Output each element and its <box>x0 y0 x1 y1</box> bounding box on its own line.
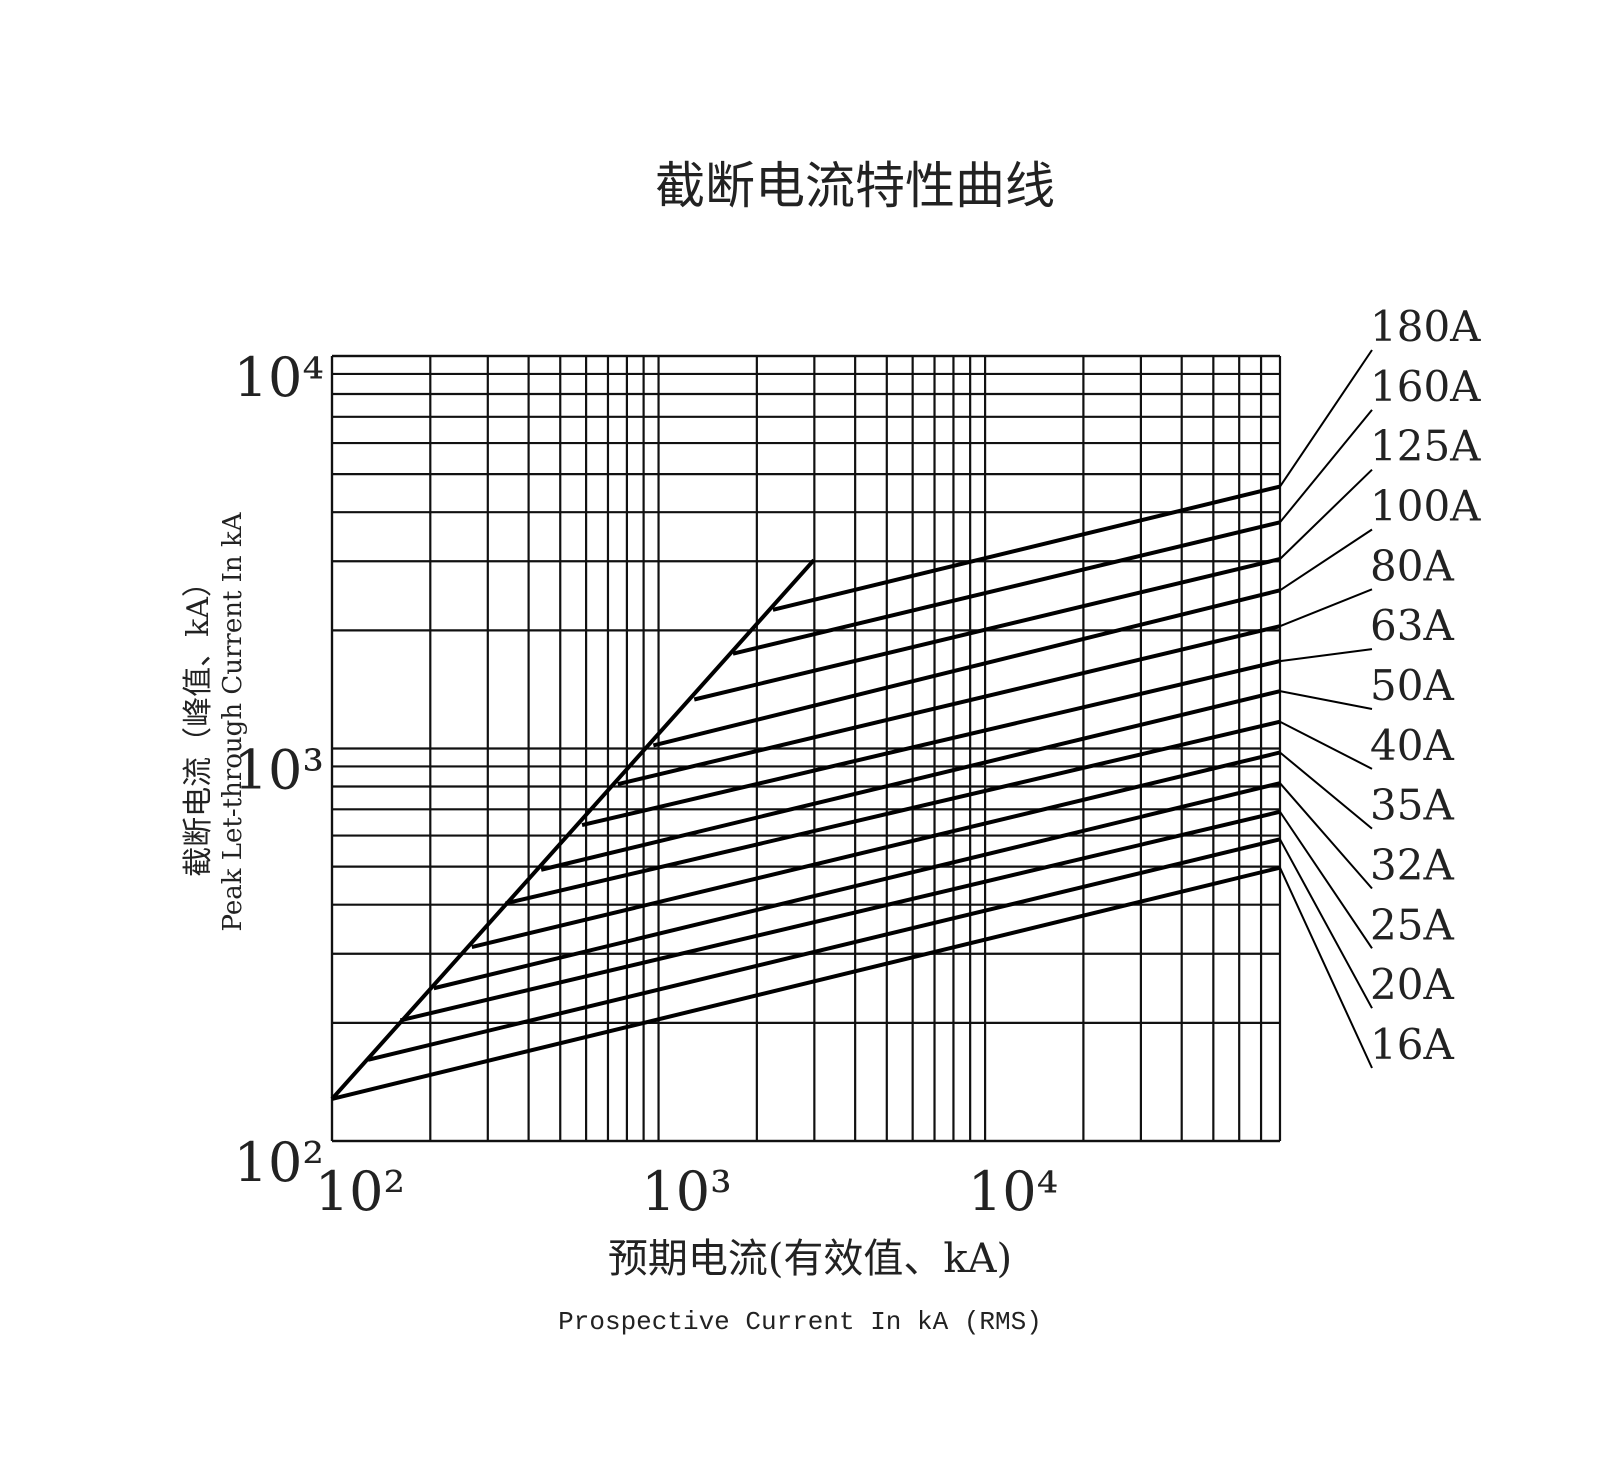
series-label: 80A <box>1370 541 1454 590</box>
cutoff-line <box>330 558 816 1101</box>
series-label: 160A <box>1370 362 1481 411</box>
leader-line <box>1279 782 1373 890</box>
series-line <box>652 588 1281 748</box>
leader-line <box>1279 811 1373 949</box>
leader-line <box>1279 867 1373 1069</box>
leader-line <box>1279 648 1373 663</box>
series-line <box>331 865 1281 1101</box>
series-label: 100A <box>1370 482 1481 531</box>
series-line <box>617 624 1281 787</box>
x-tick-label: 10² <box>315 1160 405 1223</box>
x-tick-label: 10⁴ <box>968 1160 1058 1223</box>
y-tick-label: 10⁴ <box>234 346 324 409</box>
y-tick-label: 10³ <box>234 739 324 802</box>
series-line <box>433 781 1281 991</box>
leader-line <box>1279 409 1373 523</box>
series-line <box>540 689 1281 872</box>
series-label: 180A <box>1370 302 1481 351</box>
series-line <box>581 659 1281 828</box>
leader-line <box>1279 349 1373 488</box>
leader-line <box>1279 751 1373 830</box>
x-axis-subtitle: Prospective Current In kA (RMS) <box>558 1307 1042 1337</box>
x-tick-label: 10³ <box>641 1160 731 1223</box>
series-label: 40A <box>1370 721 1454 770</box>
chart-title: 截断电流特性曲线 <box>655 157 1055 215</box>
series-line <box>772 484 1281 612</box>
series-label: 16A <box>1370 1020 1454 1069</box>
y-axis-title: 截断电流（峰值、kA） <box>181 567 216 877</box>
series-line <box>471 750 1281 949</box>
series-line <box>732 520 1281 656</box>
series-line <box>505 719 1281 906</box>
series-line <box>367 837 1281 1062</box>
leader-line <box>1279 468 1373 560</box>
leader-line <box>1279 588 1373 628</box>
series-line <box>693 557 1281 702</box>
leader-line <box>1279 720 1373 770</box>
y-axis-subtitle: Peak Let-through Current In kA <box>218 511 248 931</box>
leader-line <box>1279 838 1373 1009</box>
series-label: 32A <box>1370 841 1454 890</box>
series-line <box>399 809 1281 1023</box>
x-axis-title: 预期电流(有效值、kA) <box>608 1236 1012 1282</box>
leader-line <box>1279 690 1373 710</box>
y-tick-label: 10² <box>234 1131 324 1194</box>
series-label: 20A <box>1370 960 1454 1009</box>
series-label: 63A <box>1370 601 1454 650</box>
series-label: 25A <box>1370 900 1454 949</box>
leader-line <box>1279 528 1373 592</box>
series-label: 50A <box>1370 661 1454 710</box>
series-label: 35A <box>1370 781 1454 830</box>
series-label: 125A <box>1370 422 1481 471</box>
